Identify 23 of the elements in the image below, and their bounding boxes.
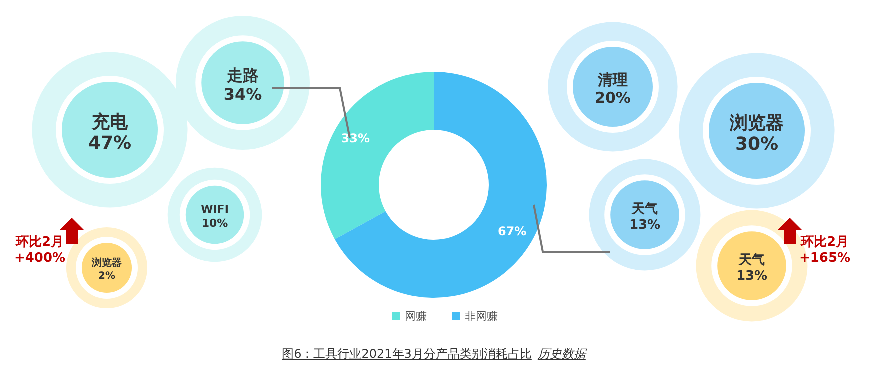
category-label: 天气	[631, 202, 658, 217]
data-label: 34%	[224, 85, 262, 104]
category-label: 浏览器	[91, 257, 122, 269]
data-label: 20%	[595, 89, 631, 107]
legend-label: 网赚	[405, 310, 427, 323]
category-label: 浏览器	[729, 113, 784, 134]
category-label: 天气	[738, 253, 765, 268]
data-label: 47%	[88, 133, 132, 154]
data-label: 13%	[736, 269, 768, 284]
legend-label: 非网赚	[465, 310, 498, 323]
text: 环比2月 +400%	[14, 235, 66, 266]
category-label: WIFI	[201, 203, 229, 216]
data-label: 33%	[341, 132, 370, 146]
category-label: 清理	[597, 71, 628, 89]
data-label: 2%	[98, 271, 116, 282]
data-label: 67%	[498, 224, 527, 238]
data-label: 10%	[202, 217, 228, 230]
text: 环比2月 +165%	[799, 235, 851, 266]
category-label: 充电	[91, 112, 129, 133]
data-label: 30%	[735, 134, 779, 155]
data-label: 13%	[629, 218, 661, 233]
text: 图6：工具行业2021年3月分产品类别消耗占比	[282, 347, 532, 361]
category-label: 走路	[226, 66, 259, 85]
